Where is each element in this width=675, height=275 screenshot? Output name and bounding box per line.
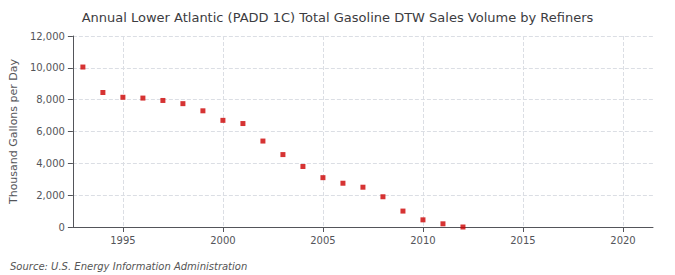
svg-text:8,000: 8,000 xyxy=(36,94,65,105)
svg-text:0: 0 xyxy=(59,222,65,233)
svg-text:10,000: 10,000 xyxy=(30,62,65,73)
svg-text:Source: U.S. Energy Informatio: Source: U.S. Energy Information Administ… xyxy=(10,261,247,272)
svg-text:12,000: 12,000 xyxy=(30,31,65,42)
svg-text:2,000: 2,000 xyxy=(36,190,65,201)
svg-text:2010: 2010 xyxy=(410,235,435,246)
svg-text:2005: 2005 xyxy=(310,235,335,246)
svg-text:1995: 1995 xyxy=(110,235,135,246)
svg-text:2020: 2020 xyxy=(610,235,635,246)
svg-text:2000: 2000 xyxy=(210,235,235,246)
svg-text:Annual Lower Atlantic (PADD 1C: Annual Lower Atlantic (PADD 1C) Total Ga… xyxy=(82,10,594,25)
svg-text:Thousand Gallons per Day: Thousand Gallons per Day xyxy=(7,58,20,205)
svg-text:6,000: 6,000 xyxy=(36,126,65,137)
svg-text:2015: 2015 xyxy=(510,235,535,246)
svg-text:4,000: 4,000 xyxy=(36,158,65,169)
